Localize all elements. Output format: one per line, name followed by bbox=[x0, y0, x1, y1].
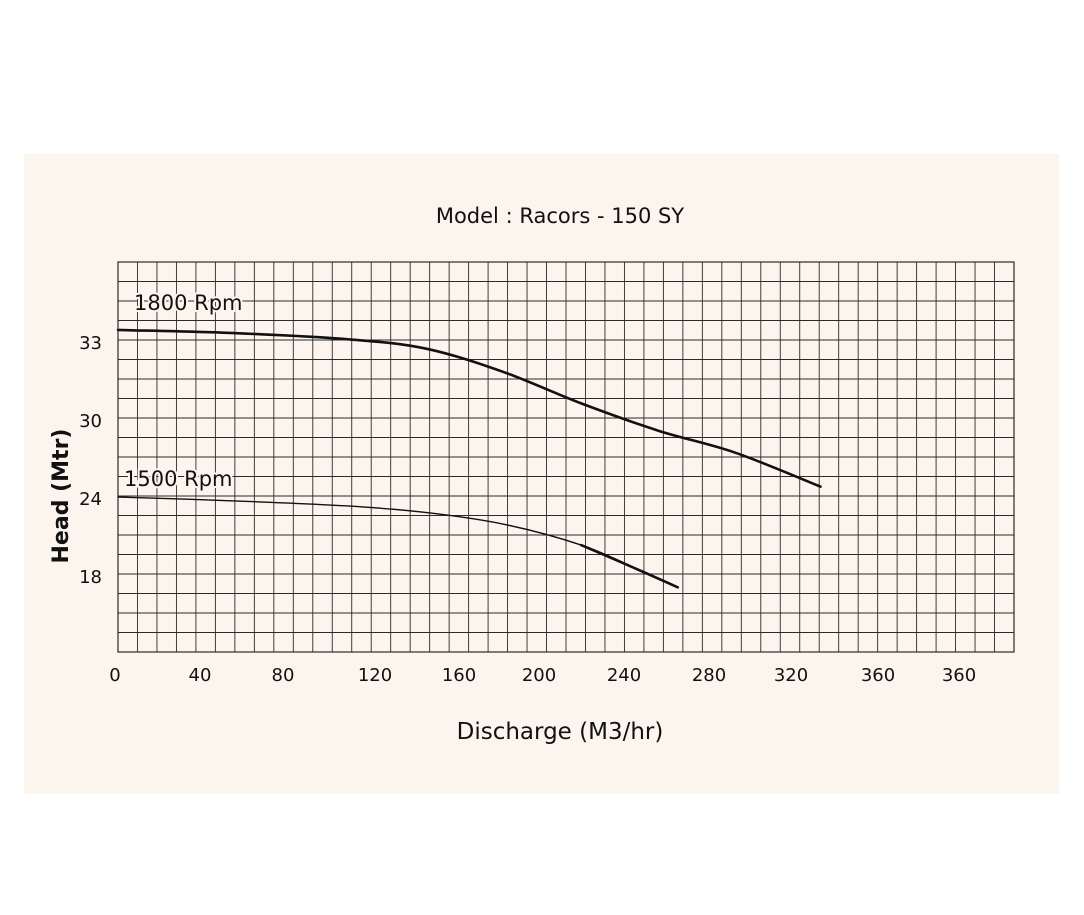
x-tick-label: 240 bbox=[607, 665, 641, 686]
chart-background bbox=[24, 154, 1059, 794]
chart-panel: Model : Racors - 150 SY Discharge (M3/hr… bbox=[24, 154, 1059, 794]
series-label-1500: 1500 Rpm bbox=[124, 467, 233, 491]
x-tick-label: 280 bbox=[692, 665, 726, 686]
x-tick-label: 40 bbox=[189, 665, 212, 686]
x-tick-label: 80 bbox=[272, 665, 295, 686]
x-tick-label: 160 bbox=[442, 665, 476, 686]
plot-border bbox=[117, 261, 1015, 653]
y-tick-labels: 33 30 24 18 bbox=[79, 333, 102, 588]
x-tick-labels: 0 40 80 120 160 200 240 280 320 360 360 bbox=[109, 665, 976, 686]
curve-1800-rpm bbox=[116, 328, 822, 488]
x-tick-label: 360 bbox=[942, 665, 976, 686]
x-axis-label: Discharge (M3/hr) bbox=[457, 719, 664, 745]
y-tick-label: 33 bbox=[79, 333, 102, 354]
x-tick-label: 320 bbox=[774, 665, 808, 686]
x-tick-label: 120 bbox=[358, 665, 392, 686]
y-tick-label: 18 bbox=[79, 567, 102, 588]
x-tick-label: 200 bbox=[522, 665, 556, 686]
curve-1500-rpm-tail bbox=[579, 543, 679, 589]
y-axis-label: Head (Mtr) bbox=[49, 429, 74, 564]
chart-title: Model : Racors - 150 SY bbox=[436, 204, 684, 228]
y-tick-label: 30 bbox=[79, 411, 102, 432]
x-tick-label: 0 bbox=[109, 665, 120, 686]
series-layer bbox=[116, 328, 822, 589]
chart-grid bbox=[117, 261, 1015, 653]
series-label-1800: 1800 Rpm bbox=[134, 291, 243, 315]
chart: Model : Racors - 150 SY Discharge (M3/hr… bbox=[24, 154, 1059, 794]
y-tick-label: 24 bbox=[79, 489, 102, 510]
x-tick-label: 360 bbox=[861, 665, 895, 686]
